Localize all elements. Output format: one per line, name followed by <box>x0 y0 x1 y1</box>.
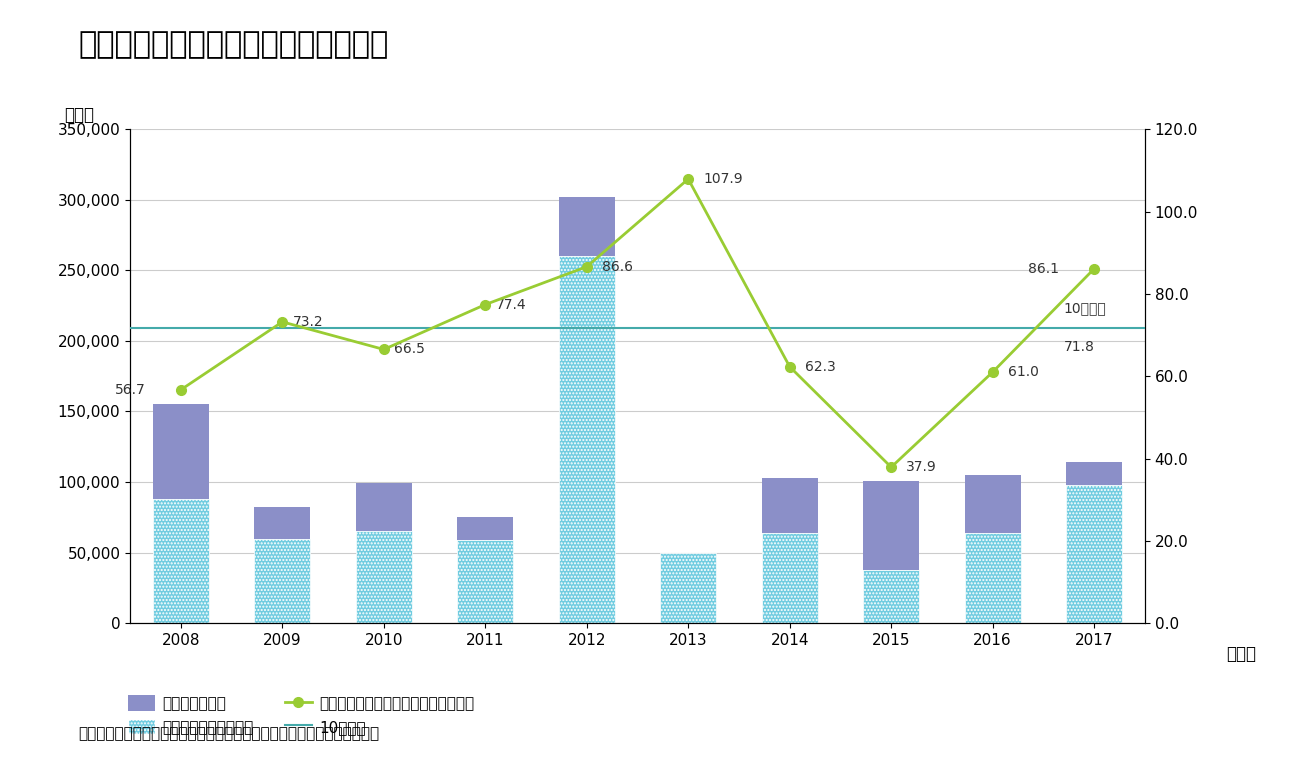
Text: （％）: （％） <box>1226 645 1255 663</box>
Bar <box>458 540 513 623</box>
Bar <box>864 480 919 569</box>
Bar <box>559 197 614 256</box>
Text: 56.7: 56.7 <box>114 383 146 397</box>
Text: 73.2: 73.2 <box>293 315 323 329</box>
Bar <box>255 508 310 539</box>
Text: 61.0: 61.0 <box>1008 365 1038 379</box>
総増加数に占める附置義務駐車場比率 <box>173 385 189 394</box>
総増加数に占める附置義務駐車場比率 <box>782 363 798 372</box>
Text: 37.9: 37.9 <box>907 460 937 474</box>
Line: 総増加数に占める附置義務駐車場比率: 総増加数に占める附置義務駐車場比率 <box>176 174 1099 472</box>
総増加数に占める附置義務駐車場比率 <box>985 368 1000 377</box>
Text: （台）: （台） <box>64 106 94 124</box>
Text: 62.3: 62.3 <box>805 359 835 374</box>
Bar <box>762 533 817 623</box>
Text: 77.4: 77.4 <box>496 298 526 312</box>
総増加数に占める附置義務駐車場比率 <box>579 262 595 271</box>
Text: （資料）図表１．２とも「平成３０年度版自動車駐車場年報」国土交通省: （資料）図表１．２とも「平成３０年度版自動車駐車場年報」国土交通省 <box>78 726 379 741</box>
Bar <box>154 499 208 623</box>
Bar <box>661 553 716 623</box>
Bar <box>559 256 614 623</box>
総増加数に占める附置義務駐車場比率 <box>883 463 899 472</box>
総増加数に占める附置義務駐車場比率 <box>680 175 696 184</box>
Legend: 駐車場総増加数, 附置義務駐車場増加数, 総増加数に占める附置義務駐車場比率, 10年平均: 駐車場総増加数, 附置義務駐車場増加数, 総増加数に占める附置義務駐車場比率, … <box>127 695 475 735</box>
総増加数に占める附置義務駐車場比率 <box>376 345 392 354</box>
総増加数に占める附置義務駐車場比率 <box>1086 264 1102 274</box>
Text: 66.5: 66.5 <box>394 343 425 356</box>
Bar <box>356 483 411 531</box>
Text: 10年平均: 10年平均 <box>1064 301 1106 315</box>
総増加数に占める附置義務駐車場比率 <box>477 300 493 309</box>
Text: 86.6: 86.6 <box>602 260 634 274</box>
Text: 107.9: 107.9 <box>704 172 743 186</box>
Bar <box>965 533 1020 623</box>
Bar <box>1067 485 1121 623</box>
Bar <box>1067 462 1121 485</box>
Bar <box>356 531 411 623</box>
Bar <box>458 518 513 540</box>
Bar <box>965 475 1020 533</box>
Bar <box>762 478 817 533</box>
Text: 86.1: 86.1 <box>1028 261 1059 276</box>
総増加数に占める附置義務駐車場比率 <box>275 318 290 327</box>
Bar <box>154 404 208 499</box>
Bar <box>255 539 310 623</box>
Text: 図表２　附置義務駐車場増加数の推移: 図表２ 附置義務駐車場増加数の推移 <box>78 30 388 59</box>
Bar <box>864 569 919 623</box>
Text: 71.8: 71.8 <box>1064 340 1094 354</box>
